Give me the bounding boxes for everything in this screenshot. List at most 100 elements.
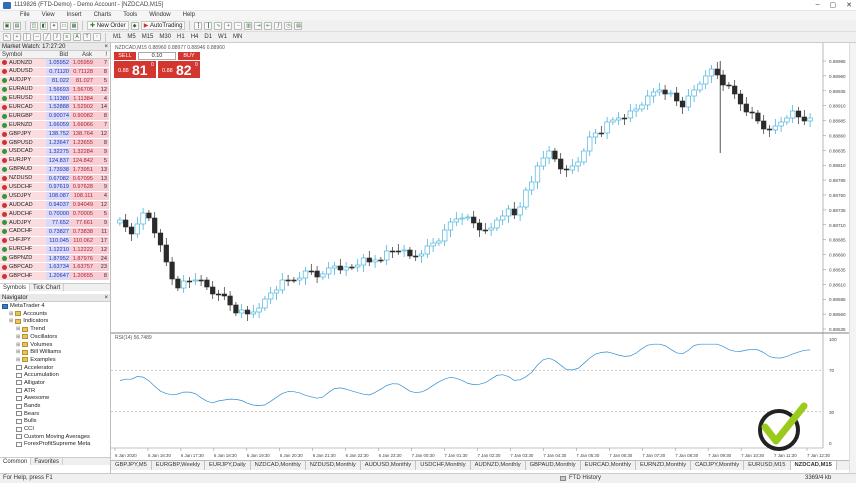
minimize-button[interactable]: –	[815, 1, 820, 8]
right-scrollbar[interactable]	[849, 43, 856, 473]
tab-tick-chart[interactable]: Tick Chart	[30, 284, 65, 292]
trendline-icon[interactable]: ╱	[43, 33, 51, 41]
buy-price[interactable]: 0.88 82 0	[158, 61, 200, 78]
lot-size-input[interactable]: 0.10	[138, 52, 176, 60]
market-watch-row[interactable]: EURUSD 1.11380 1.11384 4	[0, 94, 110, 104]
market-watch-row[interactable]: USDCAD 1.32275 1.32284 9	[0, 147, 110, 157]
chart-tab[interactable]: USDCHF,Monthly	[416, 461, 471, 470]
menu-charts[interactable]: Charts	[93, 12, 112, 18]
chart-tab[interactable]: AUDUSD,Monthly	[361, 461, 417, 470]
buy-button[interactable]: BUY	[178, 52, 200, 60]
profiles-icon[interactable]: ▤	[13, 21, 21, 30]
tile-windows-icon[interactable]: ▥	[244, 21, 253, 30]
navigator-item[interactable]: ⊞ Volumes	[2, 341, 110, 349]
close-button[interactable]: ✕	[846, 2, 852, 9]
equidistant-channel-icon[interactable]: ⫽	[53, 33, 61, 41]
market-watch-icon[interactable]: ◫	[30, 21, 38, 30]
market-watch-row[interactable]: GBPCAD 1.63734 1.63757 23	[0, 263, 110, 273]
label-icon[interactable]: T	[83, 33, 91, 41]
navigator-item[interactable]: Awesome	[2, 395, 110, 403]
market-watch-row[interactable]: GBPAUD 1.73938 1.73951 13	[0, 165, 110, 175]
navigator-item[interactable]: Bands	[2, 402, 110, 410]
tester-icon[interactable]: ▦	[70, 21, 78, 30]
menu-window[interactable]: Window	[149, 12, 171, 18]
navigator-item[interactable]: Accelerator	[2, 364, 110, 372]
crosshair-icon[interactable]: +	[13, 33, 21, 41]
timeframe-d1[interactable]: D1	[204, 34, 213, 40]
market-watch-row[interactable]: EURJPY 124.837 124.842 5	[0, 156, 110, 166]
market-watch-row[interactable]: GBPNZD 1.87952 1.87976 24	[0, 254, 110, 264]
zoom-in-icon[interactable]: +	[224, 21, 233, 30]
market-watch-row[interactable]: AUDJPY 81.022 81.027 5	[0, 76, 110, 86]
maximize-button[interactable]: ▢	[829, 2, 837, 9]
indicators-icon[interactable]: ƒ	[274, 21, 283, 30]
chart-tab[interactable]: GBPAUD,Monthly	[526, 461, 581, 470]
market-watch-row[interactable]: USDJPY 108.087 108.111 4	[0, 192, 110, 202]
templates-icon[interactable]: ▤	[294, 21, 303, 30]
column-spread[interactable]: !	[105, 52, 107, 58]
price-chart[interactable]: 0.88985 0.88960 0.88935 0.88910 0.88885 0.888…	[111, 43, 849, 460]
chart-tab[interactable]: EURJPY,Daily	[205, 461, 251, 470]
market-watch-row[interactable]: NZDUSD 0.67082 0.67095 13	[0, 174, 110, 184]
timeframe-h4[interactable]: H4	[190, 34, 199, 40]
navigator-item[interactable]: ⊞ Oscillators	[2, 333, 110, 341]
expand-icon[interactable]: ⊞	[16, 341, 21, 348]
market-watch-row[interactable]: AUDCAD 0.94037 0.94049 12	[0, 201, 110, 211]
new-chart-icon[interactable]: ▣	[3, 21, 11, 30]
timeframe-m1[interactable]: M1	[113, 34, 122, 40]
navigator-item[interactable]: Alligator	[2, 379, 110, 387]
chart-tab[interactable]: CADJPY,Monthly	[691, 461, 745, 470]
menu-view[interactable]: View	[41, 12, 55, 18]
market-watch-row[interactable]: CHFJPY 110.045 110.062 17	[0, 236, 110, 246]
chart-tab[interactable]: NZDCAD,Monthly	[251, 461, 306, 470]
timeframe-m5[interactable]: M5	[127, 34, 136, 40]
market-watch-row[interactable]: GBPUSD 1.23647 1.23655 8	[0, 139, 110, 148]
expand-icon[interactable]: ⊞	[9, 318, 14, 325]
timeframe-m30[interactable]: M30	[159, 34, 172, 40]
close-icon[interactable]: ×	[104, 295, 108, 302]
market-watch-row[interactable]: EURGBP 0.90074 0.90082 8	[0, 112, 110, 122]
chart-shift-icon[interactable]: ⇤	[264, 21, 273, 30]
column-ask[interactable]: Ask	[81, 52, 92, 58]
timeframe-h1[interactable]: H1	[177, 34, 185, 40]
market-watch-row[interactable]: EURAUD 1.56693 1.56705 12	[0, 85, 110, 95]
market-watch-row[interactable]: AUDNZD 1.05952 1.05959 7	[0, 59, 110, 68]
menu-help[interactable]: Help	[182, 12, 195, 18]
expand-icon[interactable]: ⊞	[9, 310, 14, 317]
navigator-item[interactable]: Bulls	[2, 418, 110, 426]
new-order-button[interactable]: ✚ New Order	[87, 21, 129, 30]
tab-common[interactable]: Common	[0, 458, 32, 465]
vertical-line-icon[interactable]: │	[23, 33, 31, 41]
market-watch-row[interactable]: AUDUSD 0.71120 0.71128 8	[0, 67, 110, 77]
market-watch-row[interactable]: AUDCHF 0.70000 0.70005 5	[0, 210, 110, 220]
sell-price[interactable]: 0.88 81 0	[114, 61, 156, 78]
metaeditor-icon[interactable]: ◆	[130, 21, 139, 30]
bar-chart-icon[interactable]: ┇	[194, 21, 203, 30]
navigator-item[interactable]: Bears	[2, 410, 110, 418]
sell-button[interactable]: SELL	[114, 52, 136, 60]
chart-tab[interactable]: EURGBP,Weekly	[152, 461, 206, 470]
navigator-item[interactable]: ⊞ Accounts	[2, 310, 110, 318]
timeframe-mn[interactable]: MN	[233, 34, 243, 40]
terminal-icon[interactable]: ▭	[60, 21, 68, 30]
market-watch-row[interactable]: GBPJPY 138.752 138.764 12	[0, 130, 110, 140]
market-watch-row[interactable]: EURNZD 1.66059 1.66066 7	[0, 121, 110, 131]
navigator-item[interactable]: ⊞ Indicators	[2, 318, 110, 326]
line-chart-icon[interactable]: ∿	[214, 21, 223, 30]
arrows-icon[interactable]: ↑	[93, 33, 101, 41]
column-bid[interactable]: Bid	[59, 52, 68, 58]
timeframe-w1[interactable]: W1	[218, 34, 228, 40]
cursor-icon[interactable]: ↖	[3, 33, 11, 41]
navigator-item[interactable]: ATR	[2, 387, 110, 395]
navigator-item[interactable]: CCI	[2, 425, 110, 433]
menu-file[interactable]: File	[20, 12, 30, 18]
tab-favorites[interactable]: Favorites	[31, 458, 64, 465]
menu-tools[interactable]: Tools	[123, 12, 138, 18]
chart-window[interactable]: 0.88985 0.88960 0.88935 0.88910 0.88885 0.888…	[111, 43, 849, 460]
navigator-item[interactable]: ⊞ Trend	[2, 325, 110, 333]
data-window-icon[interactable]: ◧	[40, 21, 48, 30]
expand-icon[interactable]: ⊞	[16, 333, 21, 340]
navigator-item[interactable]: ⊞ Bill Williams	[2, 348, 110, 356]
horizontal-line-icon[interactable]: ─	[33, 33, 41, 41]
market-watch-row[interactable]: EURCAD 1.52888 1.52902 14	[0, 103, 110, 113]
